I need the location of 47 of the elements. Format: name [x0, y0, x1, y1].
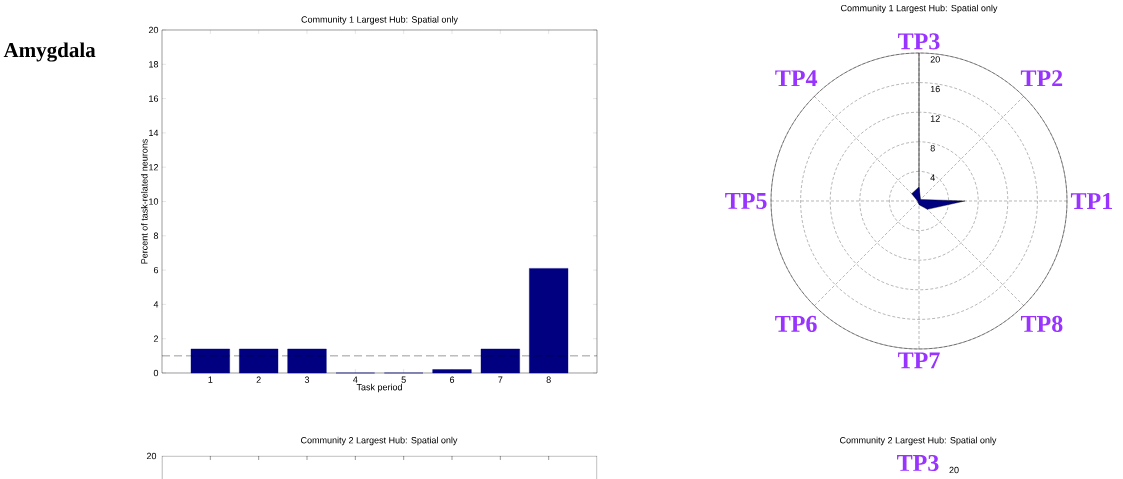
spoke-label: TP3 [898, 33, 940, 50]
x-tick-label: 3 [304, 376, 310, 383]
x-tick-label: 5 [401, 376, 406, 383]
chart-title: Community 1 Largest Hub: Spatial only [301, 16, 458, 25]
y-tick-label: 20 [148, 26, 159, 34]
bar [432, 369, 472, 374]
x-tick-label: 2 [256, 376, 261, 383]
spoke-label: TP5 [725, 193, 767, 209]
bar [287, 348, 327, 374]
bar [239, 348, 279, 374]
chart-title: Community 1 Largest Hub: Spatial only [841, 4, 998, 14]
y-tick-label: 0 [153, 369, 159, 377]
spoke-label: TP2 [1020, 70, 1063, 87]
x-axis-title: Task period [356, 383, 402, 393]
y-tick-label: 14 [149, 129, 159, 136]
y-tick-label: 6 [153, 266, 159, 274]
x-tick-label: 8 [546, 376, 551, 383]
y-tick-label: 18 [149, 61, 159, 68]
text: 20 [949, 466, 959, 474]
bar [529, 268, 569, 374]
text: Amygdala [3, 42, 96, 62]
y-tick-label: 16 [149, 95, 159, 102]
y-axis-title: Percent of task-related neurons [140, 139, 148, 264]
y-tick-label: 2 [153, 335, 159, 342]
x-tick-label: 1 [208, 376, 213, 383]
x-tick-label: 4 [353, 376, 358, 383]
y-tick-label: 8 [153, 232, 159, 239]
spoke-label: TP4 [775, 70, 818, 87]
spoke-label: TP6 [775, 315, 817, 332]
y-tick-label: 20 [930, 56, 940, 63]
y-tick-label: 12 [930, 115, 940, 122]
y-tick-label: 4 [153, 301, 159, 308]
text: Community 2 Largest Hub: Spatial only [840, 436, 997, 446]
x-tick-label: 7 [498, 376, 503, 383]
text: Community 2 Largest Hub: Spatial only [301, 436, 458, 446]
y-tick-label: 4 [930, 174, 935, 181]
spoke-label: TP1 [1070, 193, 1112, 209]
text: TP3 [897, 454, 939, 472]
y-tick-label: 8 [930, 144, 935, 152]
bar [480, 348, 520, 374]
x-tick-label: 6 [449, 376, 455, 383]
bar [190, 348, 230, 374]
spoke-label: TP8 [1020, 315, 1063, 332]
y-tick-label: 10 [149, 198, 159, 205]
spoke-label: TP7 [898, 352, 940, 369]
y-tick-label: 16 [930, 85, 940, 93]
y-tick-label: 12 [149, 164, 159, 171]
